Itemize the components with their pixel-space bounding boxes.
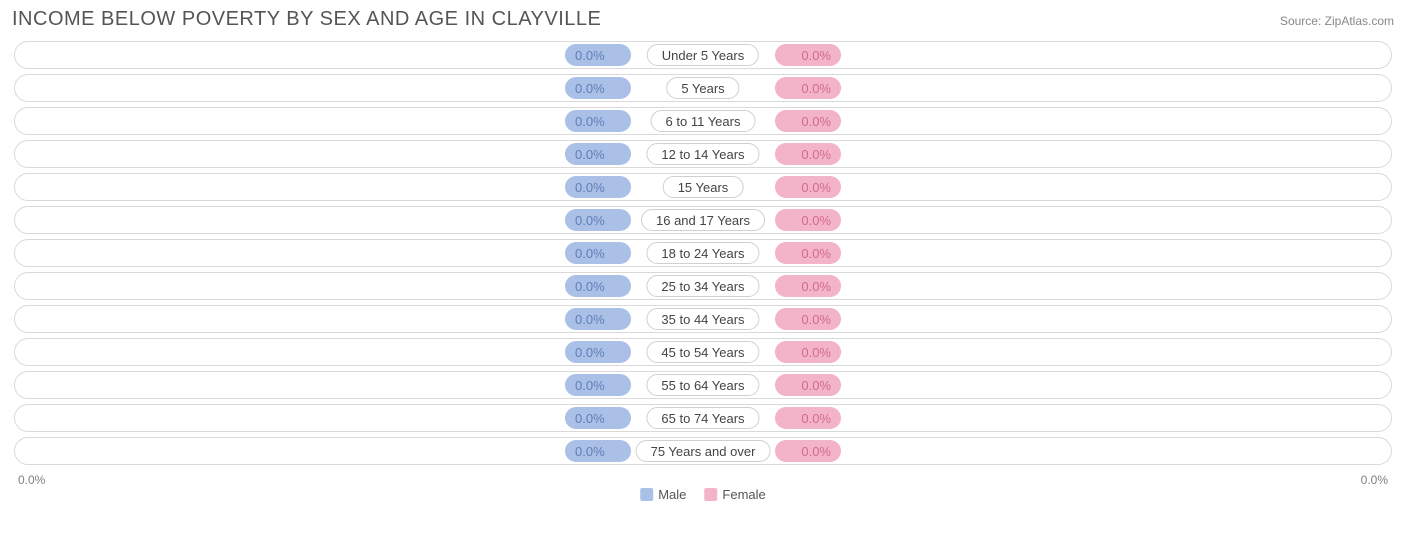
chart-rows: 0.0%0.0%Under 5 Years0.0%0.0%5 Years0.0%…: [12, 41, 1394, 465]
male-bar: 0.0%: [565, 407, 631, 429]
male-bar: 0.0%: [565, 209, 631, 231]
female-bar: 0.0%: [775, 242, 841, 264]
axis-right-label: 0.0%: [1361, 473, 1388, 487]
female-bar: 0.0%: [775, 44, 841, 66]
male-bar: 0.0%: [565, 77, 631, 99]
chart-row: 0.0% 0.0% 6 to 11 Years: [14, 107, 1392, 135]
category-label: 75 Years and over: [636, 440, 771, 462]
male-half: 0.0%: [15, 108, 703, 134]
male-half: 0.0%: [15, 273, 703, 299]
chart-row: 0.0% 0.0% 15 Years: [14, 173, 1392, 201]
female-half: 0.0%: [703, 372, 1391, 398]
legend-female-label: Female: [722, 487, 765, 502]
category-label: 25 to 34 Years: [646, 275, 759, 297]
female-bar: 0.0%: [775, 308, 841, 330]
male-half: 0.0%: [15, 405, 703, 431]
category-label: Under 5 Years: [647, 44, 759, 66]
male-bar: 0.0%: [565, 374, 631, 396]
female-half: 0.0%: [703, 339, 1391, 365]
chart-row: 0.0% 0.0% 65 to 74 Years: [14, 404, 1392, 432]
chart-source: Source: ZipAtlas.com: [1280, 14, 1394, 28]
legend-female: Female: [704, 487, 765, 502]
legend-male-label: Male: [658, 487, 686, 502]
female-bar: 0.0%: [775, 275, 841, 297]
male-bar: 0.0%: [565, 275, 631, 297]
category-label: 6 to 11 Years: [651, 110, 756, 132]
chart-row: 0.0% 0.0% 18 to 24 Years: [14, 239, 1392, 267]
male-half: 0.0%: [15, 75, 703, 101]
female-half: 0.0%: [703, 141, 1391, 167]
male-half: 0.0%: [15, 306, 703, 332]
chart-row: 0.0% 0.0% Under 5 Years: [14, 41, 1392, 69]
female-half: 0.0%: [703, 306, 1391, 332]
female-half: 0.0%: [703, 438, 1391, 464]
female-bar: 0.0%: [775, 209, 841, 231]
category-label: 18 to 24 Years: [646, 242, 759, 264]
male-half: 0.0%: [15, 141, 703, 167]
chart-row: 0.0% 0.0% 45 to 54 Years: [14, 338, 1392, 366]
male-bar: 0.0%: [565, 308, 631, 330]
male-half: 0.0%: [15, 438, 703, 464]
category-label: 55 to 64 Years: [646, 374, 759, 396]
category-label: 12 to 14 Years: [646, 143, 759, 165]
chart-footer: 0.0% 0.0% Male Female: [12, 469, 1394, 489]
female-half: 0.0%: [703, 273, 1391, 299]
female-half: 0.0%: [703, 405, 1391, 431]
category-label: 15 Years: [663, 176, 744, 198]
chart-row: 0.0% 0.0%75 Years and over: [14, 437, 1392, 465]
x-axis: 0.0% 0.0%: [12, 469, 1394, 487]
legend: Male Female: [640, 487, 766, 502]
female-bar: 0.0%: [775, 143, 841, 165]
male-bar: 0.0%: [565, 341, 631, 363]
chart-row: 0.0% 0.0% 5 Years: [14, 74, 1392, 102]
female-half: 0.0%: [703, 240, 1391, 266]
category-label: 35 to 44 Years: [646, 308, 759, 330]
female-bar: 0.0%: [775, 176, 841, 198]
male-half: 0.0%: [15, 174, 703, 200]
chart-row: 0.0% 0.0% 16 and 17 Years: [14, 206, 1392, 234]
category-label: 65 to 74 Years: [646, 407, 759, 429]
male-bar: 0.0%: [565, 176, 631, 198]
male-bar: 0.0%: [565, 440, 631, 462]
chart-row: 0.0% 0.0% 25 to 34 Years: [14, 272, 1392, 300]
female-half: 0.0%: [703, 42, 1391, 68]
chart-row: 0.0% 0.0% 12 to 14 Years: [14, 140, 1392, 168]
category-label: 45 to 54 Years: [646, 341, 759, 363]
female-bar: 0.0%: [775, 110, 841, 132]
male-bar: 0.0%: [565, 44, 631, 66]
male-half: 0.0%: [15, 240, 703, 266]
female-bar: 0.0%: [775, 407, 841, 429]
male-bar: 0.0%: [565, 242, 631, 264]
chart-row: 0.0% 0.0% 55 to 64 Years: [14, 371, 1392, 399]
category-label: 16 and 17 Years: [641, 209, 765, 231]
chart-row: 0.0% 0.0% 35 to 44 Years: [14, 305, 1392, 333]
male-bar: 0.0%: [565, 143, 631, 165]
legend-male: Male: [640, 487, 686, 502]
legend-male-swatch: [640, 488, 653, 501]
male-half: 0.0%: [15, 207, 703, 233]
male-bar: 0.0%: [565, 110, 631, 132]
female-half: 0.0%: [703, 108, 1391, 134]
female-bar: 0.0%: [775, 374, 841, 396]
female-half: 0.0%: [703, 75, 1391, 101]
chart-header: INCOME BELOW POVERTY BY SEX AND AGE IN C…: [12, 8, 1394, 31]
legend-female-swatch: [704, 488, 717, 501]
category-label: 5 Years: [666, 77, 739, 99]
female-half: 0.0%: [703, 174, 1391, 200]
chart-title: INCOME BELOW POVERTY BY SEX AND AGE IN C…: [12, 8, 601, 31]
male-half: 0.0%: [15, 339, 703, 365]
female-half: 0.0%: [703, 207, 1391, 233]
axis-left-label: 0.0%: [18, 473, 45, 487]
male-half: 0.0%: [15, 42, 703, 68]
female-bar: 0.0%: [775, 77, 841, 99]
female-bar: 0.0%: [775, 341, 841, 363]
female-bar: 0.0%: [775, 440, 841, 462]
male-half: 0.0%: [15, 372, 703, 398]
chart-container: INCOME BELOW POVERTY BY SEX AND AGE IN C…: [0, 0, 1406, 499]
